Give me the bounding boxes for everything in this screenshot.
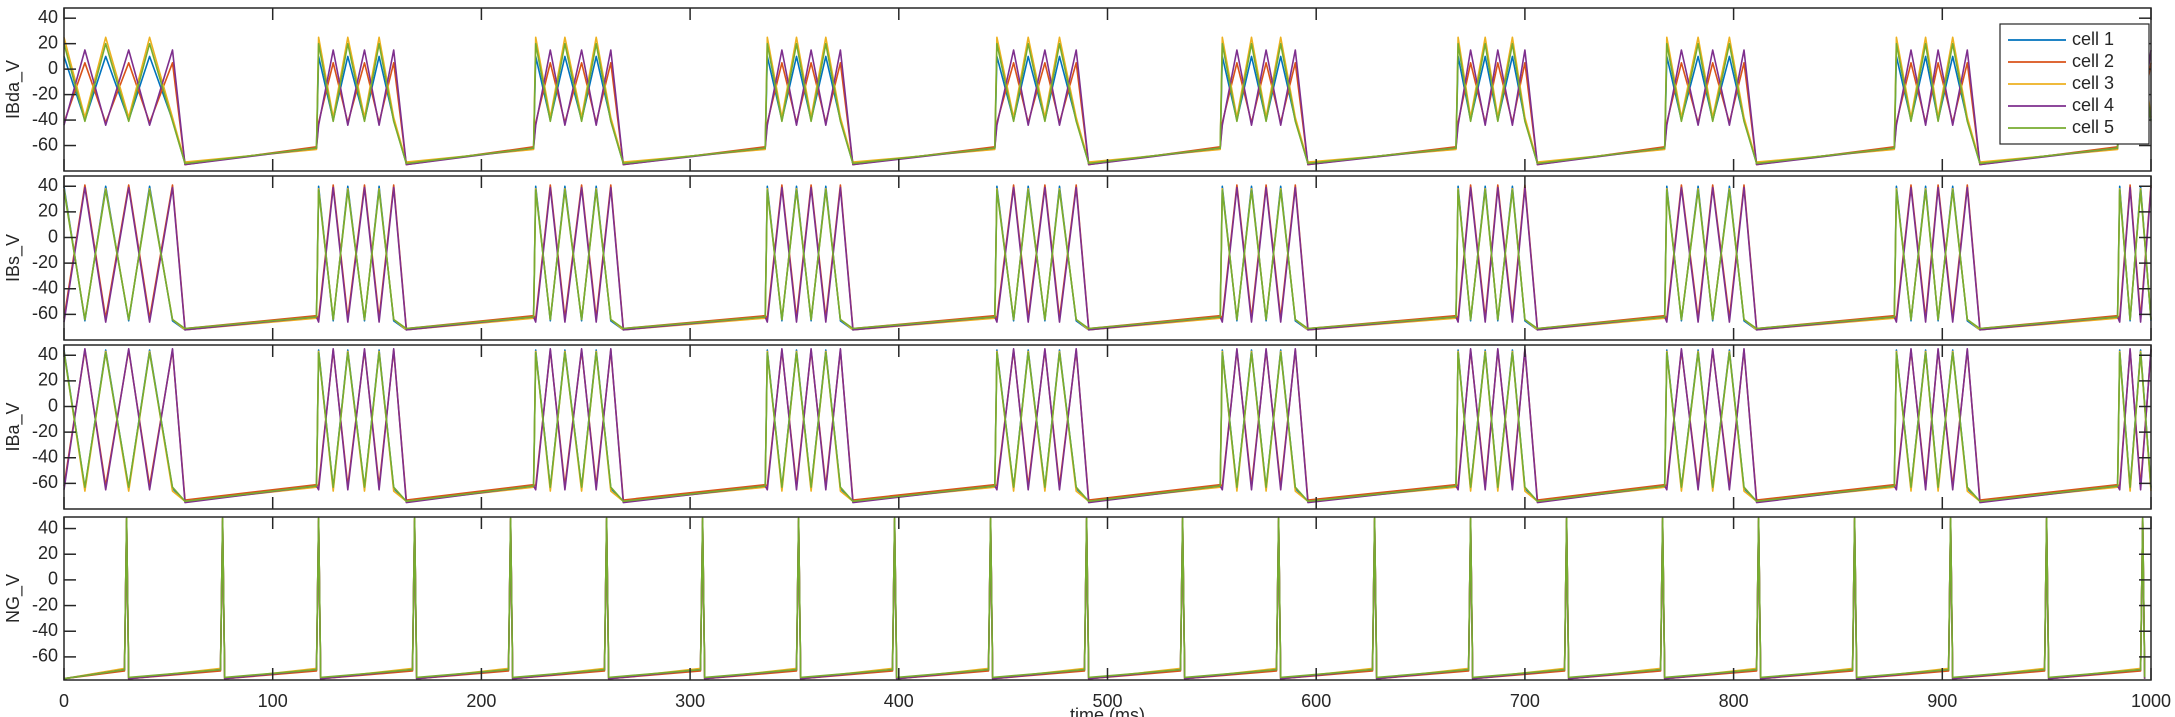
legend-label: cell 1 bbox=[2072, 29, 2114, 49]
y-axis-label: IBda_V bbox=[3, 60, 24, 119]
x-tick-label: 200 bbox=[466, 691, 496, 711]
axes-frame bbox=[63, 516, 2152, 681]
y-tick-label: -60 bbox=[32, 472, 58, 492]
y-tick-label: 40 bbox=[38, 517, 58, 537]
axes-frame bbox=[63, 7, 2152, 172]
series-line bbox=[63, 517, 2146, 680]
series-line bbox=[63, 42, 2152, 165]
series-line bbox=[63, 518, 2146, 680]
y-tick-label: 20 bbox=[38, 543, 58, 563]
series-line bbox=[63, 517, 2146, 680]
y-tick-label: -60 bbox=[32, 303, 58, 323]
y-tick-label: 0 bbox=[48, 58, 58, 78]
series-line bbox=[63, 517, 2146, 680]
y-tick-label: 20 bbox=[38, 201, 58, 221]
x-tick-label: 0 bbox=[59, 691, 69, 711]
y-tick-label: 0 bbox=[48, 226, 58, 246]
legend-label: cell 3 bbox=[2072, 73, 2114, 93]
series-line bbox=[63, 520, 2146, 680]
x-tick-label: 300 bbox=[675, 691, 705, 711]
y-tick-label: -60 bbox=[32, 646, 58, 666]
x-tick-label: 900 bbox=[1927, 691, 1957, 711]
y-tick-label: 0 bbox=[48, 569, 58, 589]
y-tick-label: -20 bbox=[32, 252, 58, 272]
x-tick-label: 800 bbox=[1719, 691, 1749, 711]
y-tick-label: 20 bbox=[38, 32, 58, 52]
series-line bbox=[63, 189, 2152, 330]
y-tick-label: -40 bbox=[32, 109, 58, 129]
y-axis-label: NG_V bbox=[3, 574, 24, 623]
series-line bbox=[63, 55, 2152, 165]
series-line bbox=[63, 351, 2152, 503]
y-tick-label: 40 bbox=[38, 175, 58, 195]
y-tick-label: 20 bbox=[38, 370, 58, 390]
y-tick-label: -20 bbox=[32, 594, 58, 614]
x-tick-label: 500 bbox=[1092, 691, 1122, 711]
y-tick-label: 0 bbox=[48, 395, 58, 415]
x-axis-label: time (ms) bbox=[1070, 705, 1145, 717]
legend-label: cell 4 bbox=[2072, 95, 2114, 115]
y-tick-label: -20 bbox=[32, 421, 58, 441]
x-tick-label: 700 bbox=[1510, 691, 1540, 711]
x-tick-label: 1000 bbox=[2131, 691, 2171, 711]
legend-label: cell 5 bbox=[2072, 117, 2114, 137]
y-tick-label: -40 bbox=[32, 447, 58, 467]
y-tick-label: -40 bbox=[32, 620, 58, 640]
legend-label: cell 2 bbox=[2072, 51, 2114, 71]
x-tick-label: 400 bbox=[884, 691, 914, 711]
x-tick-label: 600 bbox=[1301, 691, 1331, 711]
y-tick-label: -40 bbox=[32, 278, 58, 298]
y-tick-label: 40 bbox=[38, 344, 58, 364]
x-tick-label: 100 bbox=[258, 691, 288, 711]
y-tick-label: 40 bbox=[38, 7, 58, 27]
y-tick-label: -60 bbox=[32, 134, 58, 154]
y-axis-label: IBs_V bbox=[3, 234, 24, 282]
y-axis-label: IBa_V bbox=[3, 402, 24, 451]
y-tick-label: -20 bbox=[32, 83, 58, 103]
